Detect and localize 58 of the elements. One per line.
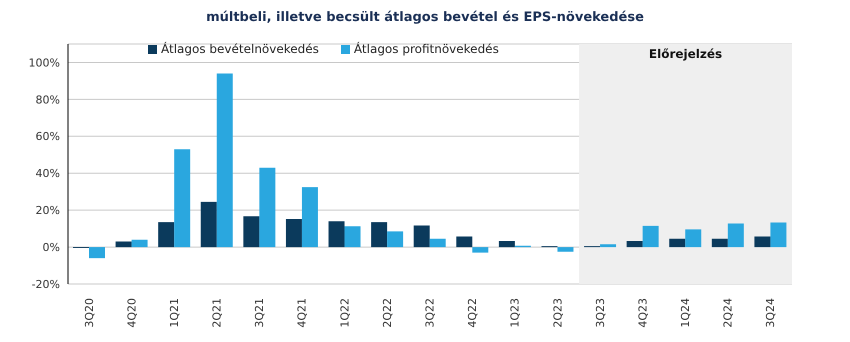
x-tick-label: 2Q24	[722, 298, 735, 328]
bar	[456, 236, 472, 248]
x-tick-label: 4Q21	[296, 298, 309, 328]
chart-title: múltbeli, illetve becsült átlagos bevétel és EPS-növekedése	[205, 9, 645, 27]
x-tick-label: 3Q22	[424, 298, 436, 328]
legend-label: Átlagos profitnövekedés	[352, 42, 499, 56]
bar	[754, 236, 770, 248]
bar	[728, 223, 744, 248]
y-tick-label: 80%	[36, 93, 60, 106]
bar	[685, 229, 702, 248]
x-tick-label: 2Q22	[380, 298, 394, 328]
bar	[286, 219, 302, 248]
x-tick-label: 3Q21	[253, 298, 266, 328]
x-tick-label: 4Q22	[466, 298, 480, 328]
bar	[328, 221, 345, 248]
y-tick-label: 20%	[36, 204, 60, 218]
x-tick-label: 4Q23	[636, 298, 650, 328]
band-label: Előrejelzés	[648, 47, 722, 61]
bar	[600, 244, 616, 248]
y-tick-label: 60%	[36, 130, 60, 144]
x-tick-label: 1Q22	[338, 298, 352, 328]
bar	[89, 247, 105, 258]
bar	[302, 187, 318, 248]
bar	[472, 247, 488, 253]
bar	[557, 247, 574, 252]
y-tick-label: 0%	[42, 240, 60, 254]
bar	[414, 225, 430, 248]
bar	[371, 222, 388, 248]
y-tick-label: 40%	[36, 167, 60, 180]
bar	[430, 238, 446, 248]
x-tick-label: 2Q21	[210, 298, 224, 328]
x-tick-label: 2Q23	[551, 298, 564, 328]
y-tick-label: -20%	[32, 278, 60, 291]
x-tick-label: 3Q23	[594, 298, 607, 328]
bar	[158, 222, 174, 248]
x-tick-label: 1Q23	[508, 298, 522, 328]
x-tick-label: 3Q20	[82, 298, 96, 328]
bar	[712, 238, 728, 248]
x-tick-label: 4Q20	[125, 298, 138, 328]
x-tick-label: 3Q24	[764, 298, 778, 328]
bar	[216, 74, 233, 248]
bar	[243, 216, 260, 248]
legend-label: Átlagos bevételnövekedés	[160, 42, 319, 56]
bar	[387, 231, 404, 248]
bar	[116, 242, 132, 248]
bar	[642, 226, 659, 248]
x-tick-label: 1Q24	[679, 298, 692, 328]
bar	[669, 238, 686, 248]
bar	[344, 226, 361, 248]
x-tick-label: 1Q21	[168, 298, 181, 328]
bar	[259, 168, 276, 248]
bar	[626, 240, 643, 248]
bar	[132, 240, 148, 248]
y-tick-label: 100%	[28, 56, 60, 70]
bar	[770, 222, 786, 248]
bar	[200, 202, 217, 248]
bar	[174, 149, 190, 248]
bar	[498, 240, 515, 248]
